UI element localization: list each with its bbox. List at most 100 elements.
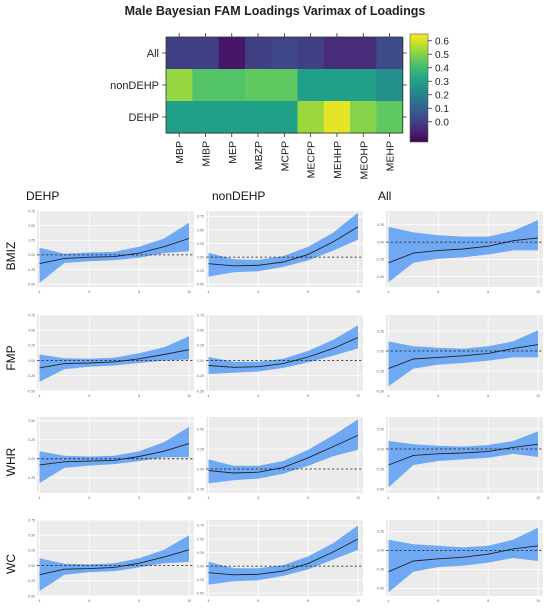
- panel-x-tick-label: 4: [39, 599, 41, 603]
- panel-y-tick-label: 0.25: [197, 242, 204, 246]
- mean-line: [39, 549, 190, 576]
- panel-x-tick-label: 8: [138, 394, 140, 398]
- panel-y-tick-label: 0.50: [28, 534, 35, 538]
- panel-x-tick-label: 10: [356, 290, 360, 294]
- panel-background: [206, 417, 363, 493]
- panel-y-tick-label: 0.00: [28, 564, 35, 568]
- panel-y-tick-label: 0.50: [197, 228, 204, 232]
- panel-y-tick-label: -0.50: [196, 283, 204, 287]
- panel-whr-nondehp: 4 6 8 10 0.50 0.25 0.00 -0.25: [196, 417, 363, 500]
- credible-band: [208, 419, 358, 484]
- credible-band: [388, 330, 538, 387]
- panel-x-tick-label: 6: [257, 496, 259, 500]
- colorbar: 0.6 0.5 0.4 0.3 0.2 0.1 0.0: [409, 33, 449, 143]
- panel-x-tick-label: 8: [487, 599, 489, 603]
- panel-y-tick-label: 0.50: [197, 329, 204, 333]
- panel-y-tick-label: 0.00: [197, 255, 204, 259]
- colorbar-tick-label: 0.5: [435, 50, 449, 61]
- heatmap-cell-DEHP-MEP: [218, 101, 246, 134]
- panel-x-tick-label: 10: [536, 290, 540, 294]
- panel-x-tick-label: 10: [187, 394, 191, 398]
- panel-x-tick-label: 10: [536, 394, 540, 398]
- heatmap-cell-All-MCPP: [271, 37, 299, 70]
- panel-y-tick-label: 0.00: [377, 240, 384, 244]
- credible-band: [388, 527, 538, 593]
- panel-x-tick-label: 4: [208, 394, 210, 398]
- row-label-wc: WC: [4, 554, 18, 574]
- colorbar-tick-label: 0.3: [435, 77, 449, 88]
- heatmap-col-label: MBP: [174, 141, 186, 164]
- panel-background: [206, 520, 363, 596]
- panel-y-tick-label: 0.25: [28, 344, 35, 348]
- panel-y-tick-label: -0.50: [196, 389, 204, 393]
- heatmap-col-label: MBZP: [253, 141, 265, 170]
- heatmap-cell-nonDEHP-MEHP: [376, 69, 404, 102]
- credible-band: [39, 222, 189, 283]
- panel-x-tick-label: 10: [187, 290, 191, 294]
- heatmap-cell-All-MEP: [218, 37, 246, 70]
- panel-y-tick-label: 0.25: [197, 344, 204, 348]
- panel-wc-nondehp: 4 6 8 10 0.75 0.50 0.25 0.00 -0.25 -0.50: [196, 520, 363, 603]
- panel-bmiz-dehp: 4 6 8 10 0.75 0.50 0.25 0.00 -0.25 -0.50: [27, 209, 194, 294]
- panel-x-tick-label: 8: [487, 496, 489, 500]
- panel-y-tick-label: -0.50: [196, 592, 204, 596]
- panel-x-tick-label: 6: [437, 496, 439, 500]
- heatmap-cell-nonDEHP-MECPP: [297, 69, 325, 102]
- credible-band: [208, 325, 358, 374]
- credible-band: [388, 431, 538, 488]
- credible-band: [39, 535, 189, 592]
- panel-y-tick-label: -0.50: [376, 587, 384, 591]
- panel-y-tick-label: -0.25: [376, 467, 384, 471]
- panel-x-tick-label: 10: [536, 496, 540, 500]
- panel-y-tick-label: -0.25: [27, 268, 35, 272]
- panel-x-tick-label: 6: [257, 394, 259, 398]
- heatmap-col-label: MECPP: [306, 141, 318, 178]
- panel-x-tick-label: 6: [88, 496, 90, 500]
- heatmap-row-label: nonDEHP: [110, 80, 159, 92]
- panel-x-tick-label: 6: [437, 599, 439, 603]
- heatmap-cell-All-MBP: [166, 37, 193, 70]
- panel-y-tick-label: 0.25: [197, 551, 204, 555]
- heatmap-cell-DEHP-MEOHP: [350, 101, 377, 134]
- panel-x-tick-label: 4: [39, 496, 41, 500]
- heatmap-col-label: MEHP: [385, 141, 397, 171]
- panel-x-tick-label: 4: [39, 394, 41, 398]
- heatmap-col-label: MCPP: [279, 141, 291, 171]
- panel-y-tick-label: 0.75: [28, 209, 35, 213]
- panel-y-tick-label: -0.25: [376, 258, 384, 262]
- panel-y-tick-label: 0.25: [377, 223, 384, 227]
- credible-band: [39, 336, 189, 382]
- panel-y-tick-label: 0.25: [377, 329, 384, 333]
- panel-y-tick-label: -0.25: [376, 568, 384, 572]
- panel-y-tick-label: 0.75: [28, 313, 35, 317]
- panel-y-tick-label: -0.50: [376, 487, 384, 491]
- panel-x-tick-label: 10: [356, 496, 360, 500]
- column-title-dehp: DEHP: [26, 189, 59, 203]
- panel-x-tick-label: 10: [536, 599, 540, 603]
- panel-x-tick-label: 10: [356, 394, 360, 398]
- colorbar-tick-label: 0.1: [435, 104, 449, 115]
- panel-y-tick-label: -0.25: [196, 269, 204, 273]
- heatmap-cell-DEHP-MBP: [166, 101, 193, 134]
- heatmap-row-label: All: [147, 48, 159, 60]
- heatmap-cell-All-MEOHP: [350, 37, 377, 70]
- heatmap-cell-All-MECPP: [297, 37, 325, 70]
- panel-y-tick-label: 0.25: [28, 239, 35, 243]
- panel-y-tick-label: 0.50: [197, 427, 204, 431]
- heatmap-cell-nonDEHP-MEHHP: [323, 69, 351, 102]
- heatmap-cell-DEHP-MECPP: [297, 101, 325, 134]
- panel-y-tick-label: -0.25: [27, 579, 35, 583]
- heatmap-row-label: DEHP: [128, 112, 159, 124]
- panel-background: [206, 211, 363, 287]
- heatmap-cell-All-MEHP: [376, 37, 404, 70]
- credible-band: [208, 212, 358, 277]
- mean-line: [208, 538, 359, 576]
- heatmap-col-label: MIBP: [200, 141, 212, 167]
- panel-y-tick-label: 0.75: [197, 215, 204, 219]
- panel-whr-all: 4 6 8 10 0.25 0.00 -0.25 -0.50: [376, 417, 543, 500]
- panel-y-tick-label: 0.00: [197, 564, 204, 568]
- heatmap-cell-nonDEHP-MEP: [218, 69, 246, 102]
- panel-x-tick-label: 8: [138, 496, 140, 500]
- row-label-bmiz: BMIZ: [4, 242, 18, 271]
